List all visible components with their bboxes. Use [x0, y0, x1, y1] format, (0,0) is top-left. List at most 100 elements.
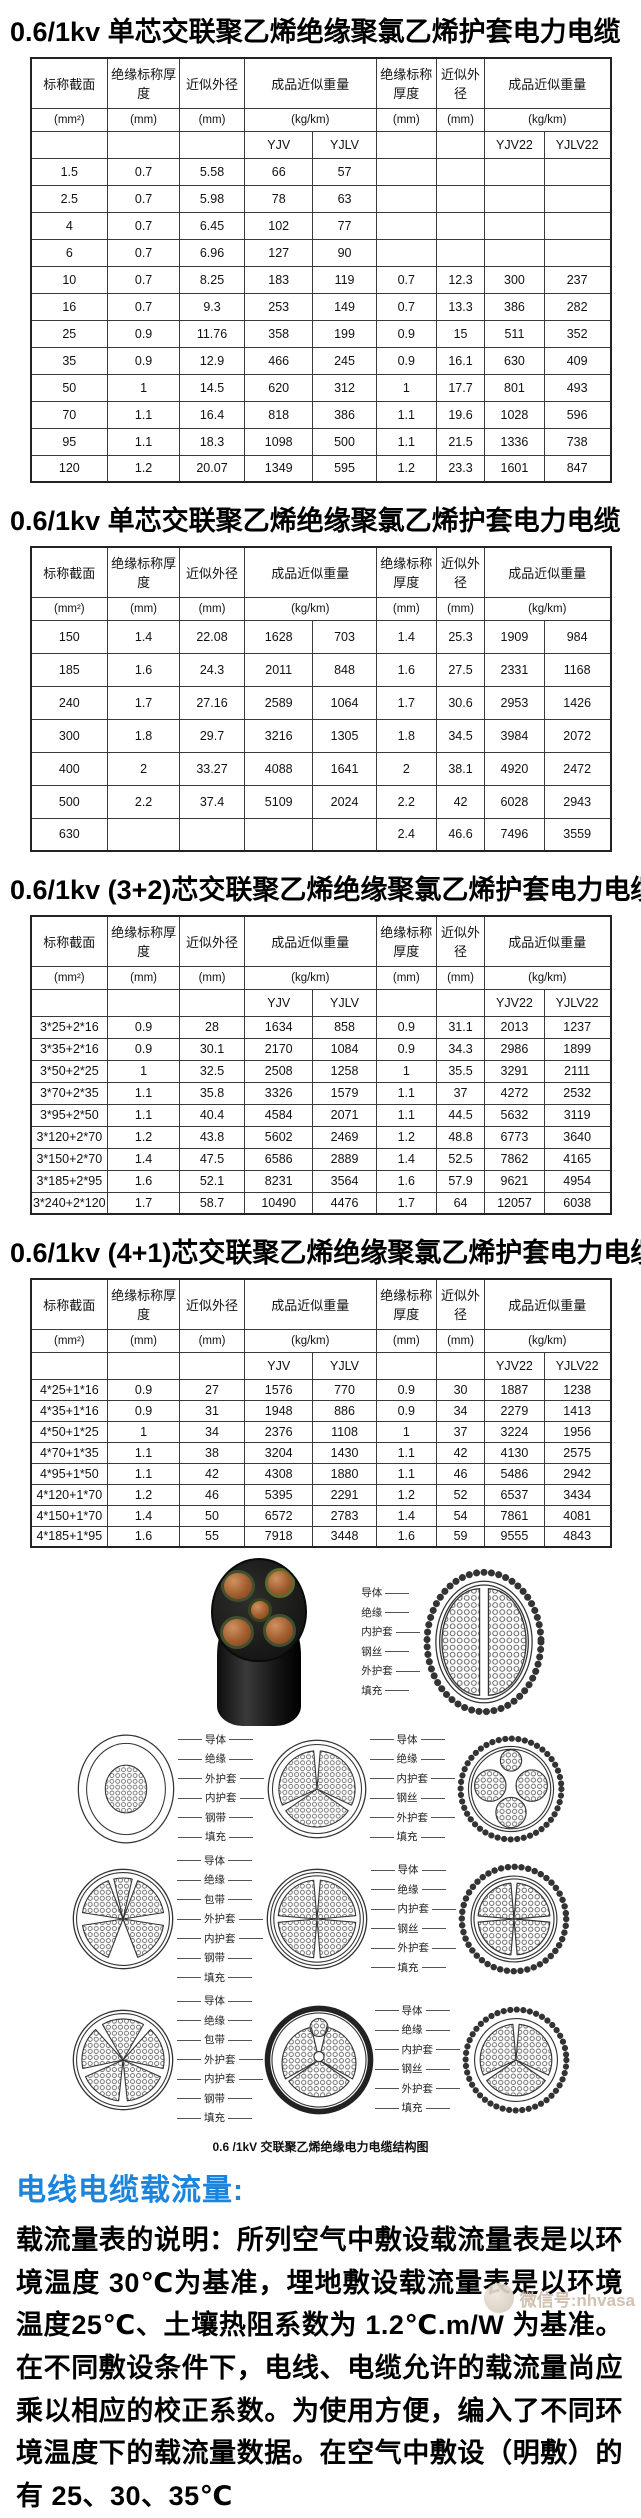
table-cell: 185	[29, 652, 109, 687]
table-cell: 1.4	[375, 1147, 437, 1171]
table-cell: 8231	[243, 1169, 314, 1193]
table-cell: 9621	[484, 1169, 545, 1193]
table-cell: YJV22	[484, 130, 545, 159]
table-cell: 2589	[243, 685, 314, 720]
table-row: 50 1 14.5 620 312 1 17.7 801 493	[29, 373, 612, 402]
table-cell	[484, 184, 545, 213]
table-row: 35 0.9 12.9 466 245 0.9 16.1 630 409	[29, 346, 612, 375]
table-cell: 9.3	[179, 292, 245, 321]
table-cell	[484, 157, 545, 186]
table-cell: 17.7	[435, 373, 486, 402]
table-cell: 52.1	[179, 1169, 245, 1193]
table-cell: 3*50+2*25	[29, 1059, 109, 1083]
four-plus-one-sector-diagram	[72, 1868, 174, 1970]
table-cell: 2943	[543, 784, 612, 819]
table-cell: 352	[543, 319, 612, 348]
table-cell: 35.5	[435, 1059, 486, 1083]
table-cell: 44.5	[435, 1103, 486, 1127]
table-cell	[435, 211, 486, 240]
table-cell: 0.7	[107, 184, 181, 213]
table-cell: 2	[107, 751, 181, 786]
table-cell	[543, 184, 612, 213]
table-cell: 70	[29, 400, 109, 429]
diagram-label: 钢带	[177, 2093, 263, 2105]
diagram-label: 填充	[375, 2103, 461, 2114]
table-cell	[243, 817, 314, 852]
table-cell: 1238	[543, 1378, 612, 1401]
table-cell: 2	[375, 751, 437, 786]
two-core-armored-diagram	[423, 1568, 545, 1716]
table-cell: 46	[435, 1462, 486, 1485]
table-cell: 300	[29, 718, 109, 753]
table-cell: 37	[435, 1420, 486, 1443]
table-cell: 1.7	[375, 685, 437, 720]
table-cell: 1.1	[107, 1081, 181, 1105]
table-cell: 1237	[543, 1015, 612, 1039]
diagram-caption: 0.6 /1kV 交联聚乙烯绝缘电力电缆结构图	[212, 2140, 429, 2154]
table-cell: 绝缘标称厚度	[107, 915, 181, 967]
table-cell	[107, 1351, 181, 1380]
table-cell: 1.1	[375, 427, 437, 456]
table-cell	[484, 211, 545, 240]
table-cell: 19.6	[435, 400, 486, 429]
table-units-row: (mm²) (mm) (mm) (kg/km) (mm) (mm) (kg/km)	[29, 107, 611, 132]
table-cell: 4088	[243, 751, 314, 786]
table-cell: (kg/km)	[243, 107, 377, 132]
five-core-diagram	[72, 2009, 174, 2111]
table-cell: 近似外径	[435, 546, 486, 598]
table-cell: 0.9	[375, 346, 437, 375]
cable-spec-table-1: 标称截面 绝缘标称厚度 近似外径 成品近似重量 绝缘标称厚度 近似外径 成品近似重量 (mm²…	[29, 57, 612, 483]
table-cell: 57	[312, 157, 377, 186]
table-cell: 46.6	[435, 817, 486, 852]
table-cell: 34.5	[435, 718, 486, 753]
table-cell	[375, 157, 437, 186]
table-cell: 1	[107, 1059, 181, 1083]
table-model-row: YJV YJLV YJV22 YJLV22	[29, 130, 612, 159]
table-cell: 5632	[484, 1103, 545, 1127]
table-cell: 50	[29, 373, 109, 402]
diagram-row-4: 导体 绝缘 包带 外护套 内护套 钢带 填充 导体 绝缘 内护套 钢丝 外护套 填充	[0, 1992, 641, 2129]
diagram-label: 外护套	[371, 1943, 457, 1954]
table-cell	[435, 130, 486, 159]
table-cell: (mm)	[179, 107, 245, 132]
table-cell: 4584	[243, 1103, 314, 1127]
table-cell: 4843	[543, 1525, 612, 1548]
table-cell: 52.5	[435, 1147, 486, 1171]
diagram-label: 导体	[177, 1855, 263, 1867]
table-units-row: (mm²) (mm) (mm) (kg/km) (mm) (mm) (kg/km)	[29, 1328, 611, 1353]
diagram-label: 绝缘	[178, 1754, 264, 1765]
table-cell: 3448	[312, 1525, 377, 1548]
table-cell: 标称截面	[29, 1278, 109, 1330]
table-row: 16 0.7 9.3 253 149 0.7 13.3 386 282	[29, 292, 612, 321]
table-cell: 42	[179, 1462, 245, 1485]
table-cell: (mm)	[179, 965, 245, 990]
table-row: 240 1.7 27.16 2589 1064 1.7 30.6 2953 1426	[29, 685, 612, 720]
table-cell: 绝缘标称厚度	[375, 1278, 437, 1330]
table-cell: 1628	[243, 619, 314, 654]
table-cell: 0.9	[107, 1399, 181, 1422]
table-cell: 127	[243, 238, 314, 267]
table-cell: 4*50+1*25	[29, 1420, 109, 1443]
table-cell: 3*120+2*70	[29, 1125, 109, 1149]
table-cell: 37.4	[179, 784, 245, 819]
table-cell: 34	[435, 1399, 486, 1422]
table-cell: 0.9	[375, 1378, 437, 1401]
table-row: 185 1.6 24.3 2011 848 1.6 27.5 2331 1168	[29, 652, 612, 687]
diagram-label: 绝缘	[177, 2015, 263, 2027]
table-cell: YJLV22	[543, 988, 612, 1017]
table-cell: 32.5	[179, 1059, 245, 1083]
table-cell: 1579	[312, 1081, 377, 1105]
table-cell: (mm)	[435, 107, 486, 132]
table-row: 6 0.7 6.96 127 90	[29, 238, 612, 267]
table-model-row: YJV YJLV YJV22 YJLV22	[29, 1351, 612, 1380]
table-cell: 3*150+2*70	[29, 1147, 109, 1171]
table-cell: 5.58	[179, 157, 245, 186]
table-header-row: 标称截面 绝缘标称厚度 近似外径 成品近似重量 绝缘标称厚度 近似外径 成品近似重量	[29, 1278, 611, 1330]
table-cell: 1	[375, 1059, 437, 1083]
table-cell: 630	[29, 817, 109, 852]
table-cell	[29, 130, 109, 159]
table-cell: 24.3	[179, 652, 245, 687]
diagram-label: 外护套	[361, 1666, 420, 1677]
table-cell: 1899	[543, 1037, 612, 1061]
table-cell: 3291	[484, 1059, 545, 1083]
